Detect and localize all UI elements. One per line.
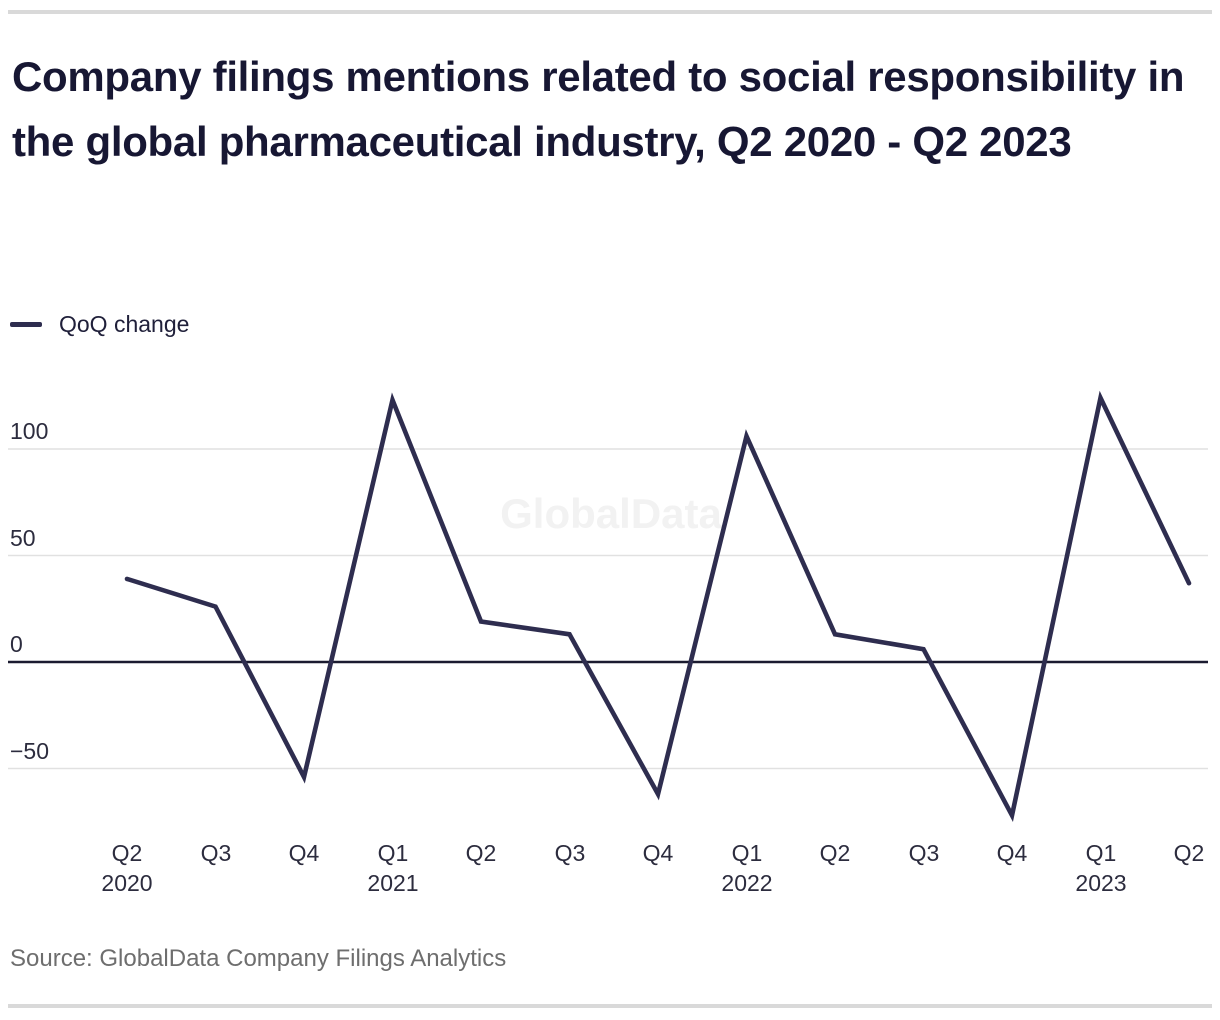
x-tick-quarter: Q4 (288, 840, 320, 866)
x-axis-tick-label: Q2 (820, 838, 851, 868)
x-tick-quarter: Q2 (1173, 840, 1205, 866)
y-axis-tick-label: 50 (10, 525, 36, 551)
x-tick-year: 2022 (721, 870, 773, 896)
page-title: Company filings mentions related to soci… (12, 53, 1185, 165)
x-tick-quarter: Q1 (377, 840, 409, 866)
x-axis-tick-label: Q4 (997, 838, 1028, 868)
bottom-divider (8, 1004, 1212, 1008)
x-tick-quarter: Q2 (819, 840, 851, 866)
x-axis-tick-label: Q3 (909, 838, 940, 868)
x-tick-quarter: Q3 (200, 840, 232, 866)
x-axis-tick-label: Q3 (201, 838, 232, 868)
x-tick-quarter: Q4 (996, 840, 1028, 866)
legend-line-swatch (10, 321, 42, 327)
x-tick-quarter: Q2 (111, 840, 143, 866)
top-divider (8, 10, 1212, 14)
x-tick-quarter: Q3 (554, 840, 586, 866)
legend-label: QoQ change (59, 310, 190, 337)
x-tick-quarter: Q3 (908, 840, 940, 866)
x-axis-tick-label: Q1 2022 (721, 838, 772, 898)
watermark-text: GlobalData (500, 490, 722, 537)
x-axis-tick-label: Q2 2020 (101, 838, 152, 898)
source-note: Source: GlobalData Company Filings Analy… (10, 945, 507, 972)
qoq-change-line (124, 390, 1192, 823)
x-axis-tick-label: Q2 (466, 838, 497, 868)
y-axis-tick-label: −50 (10, 738, 50, 764)
x-axis-tick-label: Q2 (1174, 838, 1205, 868)
x-axis-tick-label: Q1 2023 (1075, 838, 1126, 898)
x-tick-quarter: Q4 (642, 840, 674, 866)
y-axis-tick-label: 0 (10, 631, 23, 657)
x-axis-tick-label: Q1 2021 (367, 838, 418, 898)
x-tick-year: 2020 (101, 870, 153, 896)
x-tick-quarter: Q2 (465, 840, 497, 866)
y-axis-tick-label: 100 (10, 418, 49, 444)
legend: QoQ change (10, 310, 189, 338)
x-axis-tick-label: Q4 (643, 838, 674, 868)
x-axis-tick-label: Q3 (555, 838, 586, 868)
x-tick-year: 2023 (1075, 870, 1127, 896)
x-tick-quarter: Q1 (731, 840, 763, 866)
x-tick-year: 2021 (367, 870, 419, 896)
x-axis-tick-label: Q4 (289, 838, 320, 868)
x-tick-quarter: Q1 (1085, 840, 1117, 866)
